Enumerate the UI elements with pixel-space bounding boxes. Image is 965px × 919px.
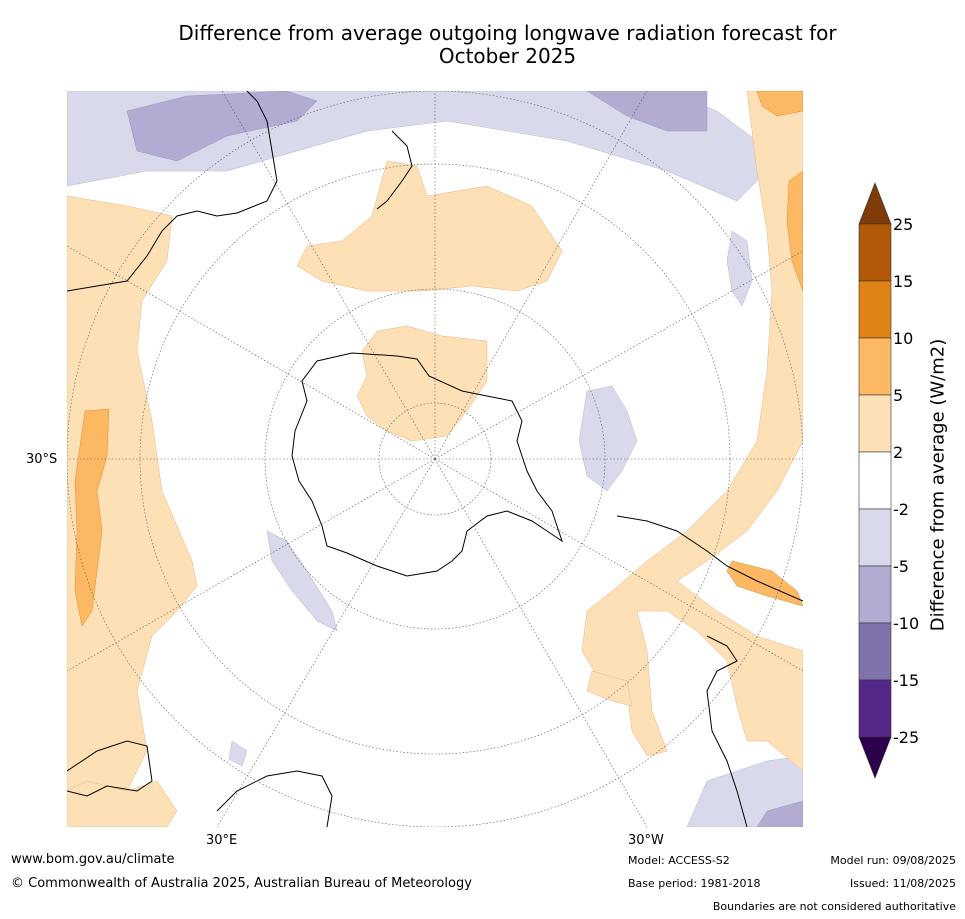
colorbar-segment-m10-m5 [858, 565, 892, 624]
colorbar-tick: -5 [893, 557, 909, 576]
issued-text: Issued: 11/08/2025 [849, 877, 956, 890]
colorbar-segment-5-10 [858, 337, 892, 396]
title-line-1: Difference from average outgoing longwav… [178, 21, 837, 45]
copyright-text: © Commonwealth of Australia 2025, Austra… [11, 876, 472, 891]
australia-outline [67, 740, 153, 797]
colorbar-segment-below-m25 [858, 736, 892, 779]
colorbar [858, 182, 892, 779]
colorbar-tick: -25 [893, 728, 920, 747]
colorbar-segment-above-25 [858, 182, 892, 225]
colorbar-tick: 10 [893, 329, 914, 348]
lon-label-30e: 30°E [206, 833, 238, 848]
anomaly-orange [74, 91, 803, 627]
title-line-2: October 2025 [438, 44, 577, 68]
website-link[interactable]: www.bom.gov.au/climate [11, 852, 175, 867]
disclaimer-text: Boundaries are not considered authoritat… [712, 900, 956, 913]
base-period-text: Base period: 1981-2018 [628, 877, 761, 890]
colorbar-segment-m5-m2 [858, 508, 892, 567]
colorbar-segment-15-25 [858, 223, 892, 282]
polar-map [67, 91, 803, 827]
model-text: Model: ACCESS-S2 [628, 854, 730, 867]
new-zealand-outline [376, 130, 413, 210]
colorbar-title: Difference from average (W/m2) [927, 338, 949, 632]
colorbar-segment-m25-m15 [858, 679, 892, 738]
coastlines [67, 91, 803, 827]
colorbar-segment-m15-m10 [858, 622, 892, 681]
africa-outline [67, 91, 278, 292]
map-title: Difference from average outgoing longwav… [50, 22, 965, 68]
colorbar-tick: 15 [893, 272, 914, 291]
antarctica-outline [291, 352, 563, 577]
africa-south-outline [216, 770, 333, 827]
colorbar-tick: -2 [893, 500, 909, 519]
colorbar-tick: 5 [893, 386, 904, 405]
lat-label-30s: 30°S [26, 452, 58, 467]
colorbar-tick: 25 [893, 215, 914, 234]
colorbar-segment-10-15 [858, 280, 892, 339]
south-america-outline [616, 515, 803, 827]
anomaly-light-orange [67, 91, 803, 827]
colorbar-tick: 2 [893, 443, 904, 462]
model-run-text: Model run: 09/08/2025 [830, 854, 956, 867]
lon-label-30w: 30°W [628, 833, 664, 848]
anomaly-medium-purple [126, 91, 803, 827]
colorbar-tick: -15 [893, 671, 920, 690]
colorbar-segment-2-5 [858, 394, 892, 453]
colorbar-segment-neutral [858, 451, 892, 510]
colorbar-tick: -10 [893, 614, 920, 633]
graticule [67, 91, 803, 827]
